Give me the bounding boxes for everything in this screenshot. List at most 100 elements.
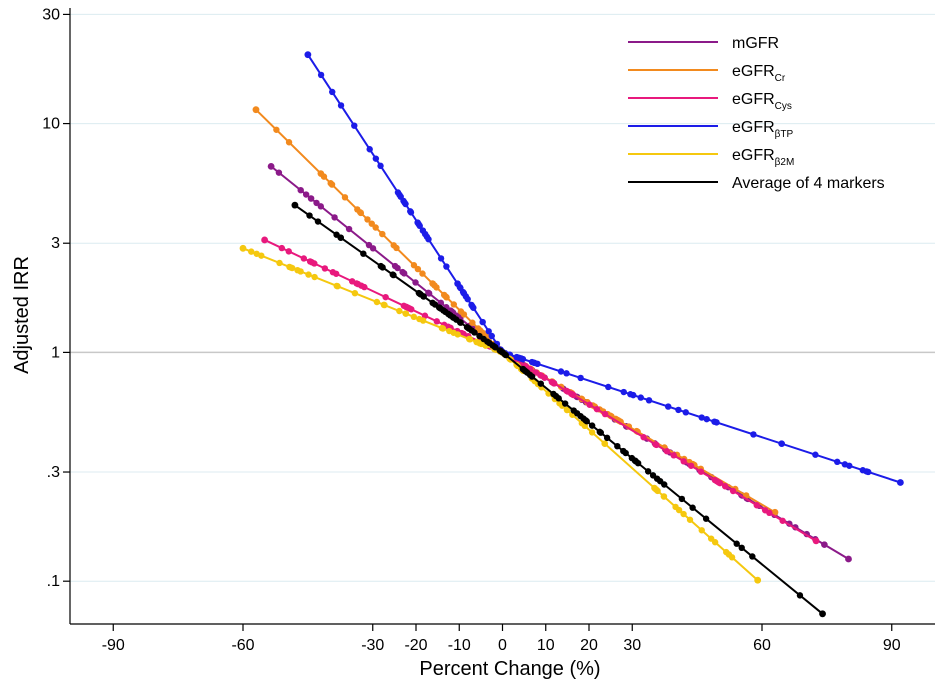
x-tick-label: -60 xyxy=(231,637,254,654)
data-point xyxy=(275,169,283,176)
data-point xyxy=(577,374,584,382)
data-point xyxy=(443,294,450,301)
data-point xyxy=(531,359,538,367)
data-point xyxy=(400,197,407,205)
data-point xyxy=(702,515,710,522)
data-point xyxy=(733,540,740,547)
data-point xyxy=(358,282,365,289)
data-point xyxy=(291,201,299,209)
x-tick-label: 20 xyxy=(580,637,598,654)
data-point xyxy=(680,510,687,518)
data-point xyxy=(738,544,745,552)
data-point xyxy=(258,252,265,259)
legend-label-main: eGFR xyxy=(732,91,775,108)
data-point xyxy=(680,458,687,465)
data-point xyxy=(329,88,336,96)
data-point xyxy=(552,392,560,400)
data-point xyxy=(333,282,340,290)
data-point xyxy=(672,503,679,511)
data-point xyxy=(443,263,450,270)
data-point xyxy=(328,181,336,188)
legend-label: mGFR xyxy=(732,35,779,52)
legend-item-1: eGFRCr xyxy=(628,63,786,84)
data-point xyxy=(645,397,653,404)
data-point xyxy=(568,390,575,397)
data-point xyxy=(614,442,621,450)
data-point xyxy=(305,271,312,278)
data-point xyxy=(311,260,318,267)
legend-label-subscript: Cr xyxy=(775,73,786,84)
series-5 xyxy=(291,201,826,618)
data-point xyxy=(300,255,308,262)
data-point xyxy=(314,218,322,225)
data-point xyxy=(337,234,344,241)
data-point xyxy=(460,289,467,297)
x-tick-label: 90 xyxy=(883,637,901,654)
data-point xyxy=(433,318,441,325)
data-point xyxy=(470,304,477,311)
data-point xyxy=(331,214,338,221)
data-point xyxy=(479,318,486,326)
y-tick-label: 30 xyxy=(42,6,60,23)
data-point xyxy=(393,244,400,252)
data-point xyxy=(341,194,349,201)
data-point xyxy=(563,370,570,377)
data-point xyxy=(416,315,423,323)
data-point xyxy=(402,310,409,317)
data-point xyxy=(698,527,705,534)
data-point xyxy=(489,342,496,349)
data-point xyxy=(588,429,596,436)
data-point xyxy=(821,541,828,548)
data-point xyxy=(834,458,841,466)
data-point xyxy=(433,284,440,291)
legend-label: eGFRβTP xyxy=(732,119,794,140)
legend-item-0: mGFR xyxy=(628,35,779,52)
data-point xyxy=(400,302,408,309)
data-point xyxy=(345,225,353,233)
data-point xyxy=(627,391,634,398)
data-point xyxy=(640,434,647,441)
data-point xyxy=(845,555,852,563)
legend-label: eGFRCys xyxy=(732,91,792,112)
data-point xyxy=(689,504,696,511)
data-point xyxy=(698,414,705,421)
data-point xyxy=(812,451,819,458)
data-point xyxy=(396,307,403,315)
legend-item-2: eGFRCys xyxy=(628,91,792,112)
x-tick-label: -10 xyxy=(448,637,471,654)
data-point xyxy=(723,548,730,556)
data-point xyxy=(865,468,872,476)
data-point xyxy=(697,468,705,475)
data-point xyxy=(351,289,359,297)
data-point xyxy=(382,293,389,301)
data-point xyxy=(450,329,457,336)
data-point xyxy=(420,293,427,300)
data-point xyxy=(682,409,690,416)
data-point xyxy=(457,308,465,315)
data-point xyxy=(750,431,757,438)
data-point xyxy=(317,203,325,210)
data-point xyxy=(401,270,408,277)
data-point xyxy=(332,270,340,277)
data-point xyxy=(620,388,627,396)
data-point xyxy=(410,262,418,269)
data-point xyxy=(601,410,609,418)
data-point xyxy=(557,368,565,375)
data-point xyxy=(661,481,668,488)
data-point xyxy=(317,170,324,177)
data-point xyxy=(711,539,719,546)
data-point xyxy=(550,380,558,387)
y-tick-label: .3 xyxy=(47,464,60,481)
data-point xyxy=(713,477,720,485)
legend-label-subscript: βTP xyxy=(775,129,794,140)
data-point xyxy=(348,278,356,285)
data-point xyxy=(390,271,397,279)
legend-item-5: Average of 4 markers xyxy=(628,175,885,192)
legend-label-main: eGFR xyxy=(732,147,775,164)
legend-label-main: Average of 4 markers xyxy=(732,175,885,192)
data-point xyxy=(563,406,571,414)
data-point xyxy=(412,279,419,286)
data-point xyxy=(302,191,310,198)
data-point xyxy=(406,305,413,312)
